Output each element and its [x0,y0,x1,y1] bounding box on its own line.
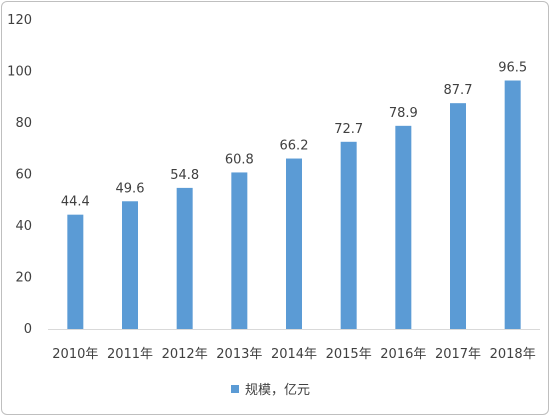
data-label: 54.8 [170,168,199,183]
bar [286,158,302,329]
bar [122,201,138,329]
x-tick-label: 2010年 [52,347,98,362]
data-label: 49.6 [116,181,145,196]
y-tick-label: 120 [7,13,32,28]
x-tick-label: 2012年 [162,347,208,362]
bar [231,172,248,329]
bar [395,125,412,330]
y-axis-tick-labels: 0 20 40 60 80 100 120 [7,13,32,337]
y-tick-label: 40 [15,219,32,234]
x-tick-label: 2018年 [490,347,536,362]
bar [176,187,193,329]
data-label: 96.5 [498,61,527,76]
legend: 规模，亿元 [231,383,310,398]
x-tick-label: 2011年 [107,347,153,362]
bar [450,103,466,329]
x-axis-tick-labels: 2010年 2011年 2012年 2013年 2014年 2015年 2016年 2017年… [52,347,535,362]
data-label: 44.4 [61,195,90,210]
legend-swatch-icon [231,385,239,393]
bars [67,80,521,330]
bar [340,141,357,329]
data-label: 72.7 [334,122,363,137]
y-tick-label: 100 [7,65,32,80]
x-tick-label: 2013年 [216,347,262,362]
x-tick-label: 2016年 [380,347,426,362]
x-tick-label: 2017年 [435,347,481,362]
y-tick-label: 0 [24,322,32,337]
data-label: 66.2 [280,139,309,154]
legend-label: 规模，亿元 [245,383,310,398]
data-labels: 44.4 49.6 54.8 60.8 66.2 72.7 78.9 87.7 96.5 [61,61,527,210]
y-tick-label: 20 [15,271,32,286]
x-tick-label: 2014年 [271,347,317,362]
y-tick-label: 80 [15,116,32,131]
data-label: 60.8 [225,152,254,167]
data-label: 87.7 [444,83,473,98]
bar [67,214,84,329]
bar [504,80,521,329]
y-tick-label: 60 [15,168,32,183]
x-tick-label: 2015年 [326,347,372,362]
data-label: 78.9 [389,106,418,121]
